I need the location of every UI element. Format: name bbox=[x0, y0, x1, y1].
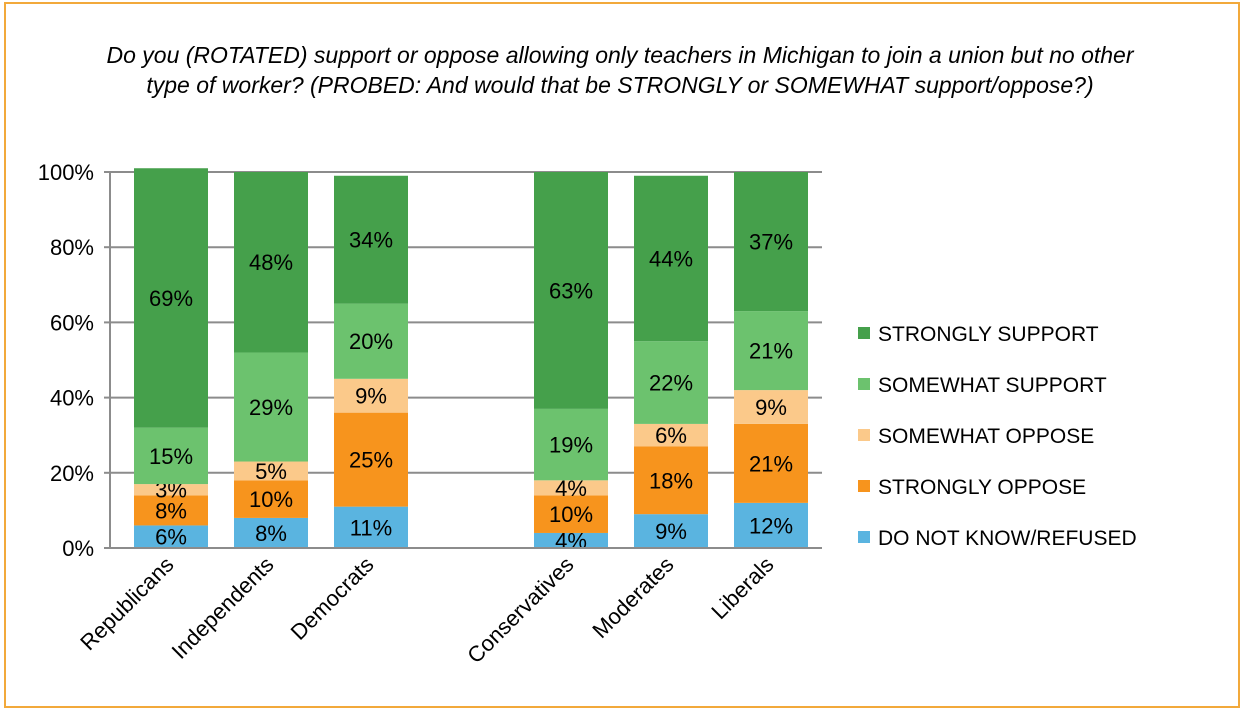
bar-segment bbox=[234, 461, 308, 481]
data-label: 9% bbox=[755, 395, 787, 420]
data-label: 25% bbox=[349, 448, 393, 473]
data-label: 69% bbox=[149, 286, 193, 311]
data-label: 15% bbox=[149, 444, 193, 469]
data-label: 18% bbox=[649, 468, 693, 493]
bar-segment bbox=[234, 517, 308, 548]
y-tick-label: 80% bbox=[50, 235, 94, 260]
data-label: 6% bbox=[655, 423, 687, 448]
bar-segment bbox=[534, 408, 608, 481]
y-tick-label: 20% bbox=[50, 461, 94, 486]
chart-title: Do you (ROTATED) support or oppose allow… bbox=[106, 42, 1134, 98]
y-tick-label: 60% bbox=[50, 310, 94, 335]
legend-swatch bbox=[858, 429, 870, 441]
legend-label: SOMEWHAT SUPPORT bbox=[878, 374, 1107, 397]
data-label: 34% bbox=[349, 228, 393, 253]
data-label: 12% bbox=[749, 513, 793, 538]
y-tick-label: 100% bbox=[38, 160, 94, 185]
data-label: 29% bbox=[249, 395, 293, 420]
bar-segment bbox=[534, 480, 608, 496]
bar-segment bbox=[634, 341, 708, 424]
data-label: 9% bbox=[655, 519, 687, 544]
bar-segment bbox=[534, 172, 608, 409]
bar-segment bbox=[734, 311, 808, 391]
legend-label: DO NOT KNOW/REFUSED bbox=[878, 527, 1137, 550]
data-label: 48% bbox=[249, 250, 293, 275]
data-label: 21% bbox=[749, 339, 793, 364]
legend-swatch bbox=[858, 327, 870, 339]
bar-segment bbox=[634, 514, 708, 548]
data-label: 10% bbox=[549, 502, 593, 527]
data-label: 22% bbox=[649, 371, 693, 396]
legend-label: STRONGLY OPPOSE bbox=[878, 476, 1086, 499]
bar-segment bbox=[334, 303, 408, 379]
x-tick-label: Liberals bbox=[706, 552, 778, 624]
bar-segment bbox=[234, 352, 308, 462]
data-label: 11% bbox=[350, 515, 392, 540]
bar-segment bbox=[734, 502, 808, 548]
x-tick-label: Independents bbox=[167, 552, 279, 664]
bar-segment bbox=[334, 412, 408, 507]
bar-segment bbox=[734, 172, 808, 312]
data-label: 5% bbox=[255, 459, 287, 484]
data-label: 6% bbox=[155, 525, 187, 550]
data-label: 44% bbox=[649, 246, 693, 271]
bar-segment bbox=[134, 495, 208, 526]
y-tick-label: 0% bbox=[62, 536, 94, 561]
bar-segment bbox=[134, 484, 208, 496]
bar-segment bbox=[334, 378, 408, 413]
bar-segment bbox=[734, 390, 808, 424]
bar-segment bbox=[634, 446, 708, 515]
chart-frame bbox=[4, 2, 1240, 708]
gridlines bbox=[110, 171, 822, 474]
legend-swatch bbox=[858, 378, 870, 390]
legend: STRONGLY SUPPORT SOMEWHAT SUPPORT SOMEWHAT… bbox=[858, 323, 1137, 550]
bar-segment bbox=[334, 506, 408, 548]
y-tick-label: 40% bbox=[50, 386, 94, 411]
bar-segment bbox=[234, 480, 308, 518]
data-label: 37% bbox=[749, 230, 793, 255]
bar-segment bbox=[734, 423, 808, 503]
bar-segment bbox=[134, 427, 208, 485]
bar-segment bbox=[134, 168, 208, 428]
bar-segment bbox=[534, 495, 608, 533]
data-label: 10% bbox=[249, 487, 293, 512]
bar-segment bbox=[534, 532, 608, 548]
data-label: 21% bbox=[749, 451, 793, 476]
data-label: 9% bbox=[355, 384, 387, 409]
legend-label: SOMEWHAT OPPOSE bbox=[878, 425, 1094, 448]
bar-segment bbox=[634, 175, 708, 342]
data-label: 8% bbox=[155, 498, 187, 523]
bar-segment bbox=[234, 172, 308, 353]
bar-segment bbox=[334, 175, 408, 304]
legend-label: STRONGLY SUPPORT bbox=[878, 323, 1099, 346]
data-label: 8% bbox=[255, 521, 287, 546]
data-label: 19% bbox=[549, 433, 593, 458]
bar-segment bbox=[634, 423, 708, 447]
data-label: 63% bbox=[549, 278, 593, 303]
x-tick-label: Moderates bbox=[587, 552, 678, 643]
x-tick-label: Democrats bbox=[286, 552, 379, 645]
data-label: 20% bbox=[349, 329, 393, 354]
x-tick-label: Republicans bbox=[75, 552, 178, 655]
x-tick-label: Conservatives bbox=[462, 552, 578, 668]
legend-swatch bbox=[858, 480, 870, 492]
bars: 6%8%3%15%69%8%10%5%29%48%11%25%9%20%34%4… bbox=[134, 168, 808, 553]
legend-swatch bbox=[858, 531, 870, 543]
bar-segment bbox=[134, 525, 208, 548]
